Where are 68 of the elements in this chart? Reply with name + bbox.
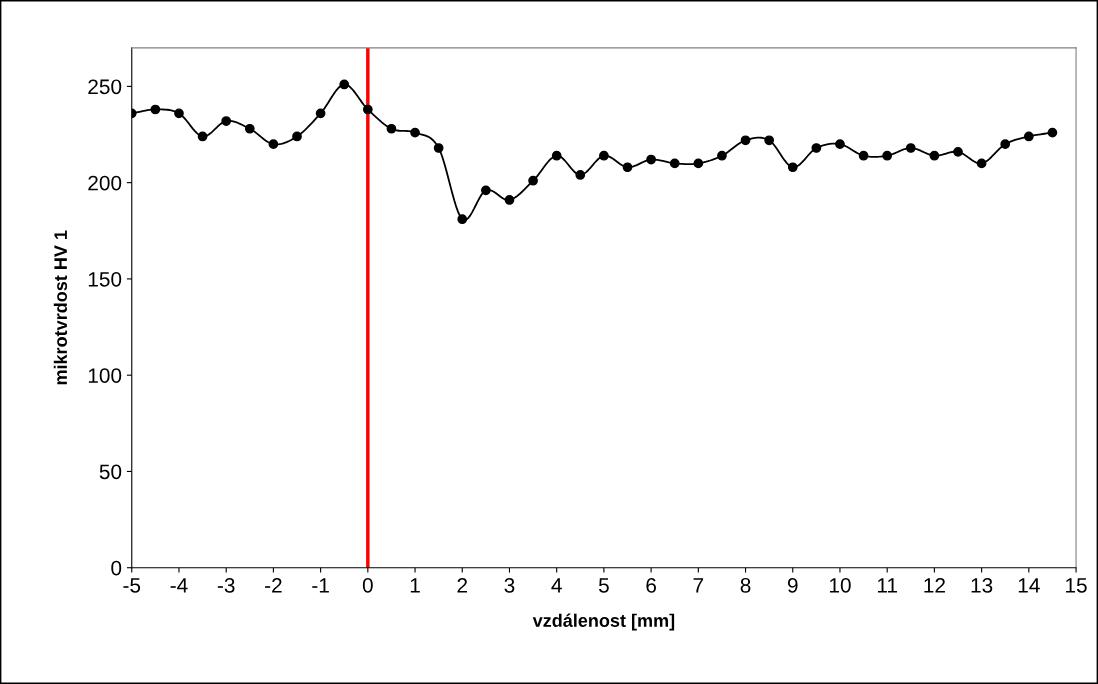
point	[953, 146, 963, 157]
point	[481, 185, 491, 196]
point	[150, 104, 161, 115]
point	[362, 104, 373, 115]
x-tick-label: -2	[265, 577, 282, 593]
point	[787, 162, 798, 173]
x-tick-label: 2	[457, 577, 468, 593]
point	[622, 162, 633, 173]
x-tick-label: -5	[123, 578, 141, 593]
point	[315, 108, 326, 119]
point	[835, 139, 845, 150]
x-tick-label: -3	[217, 577, 235, 593]
point	[433, 143, 444, 153]
point	[929, 150, 940, 161]
point	[410, 127, 420, 138]
x-axis-title: vzdálenost [mm]	[532, 613, 675, 631]
x-tick-label: 6	[646, 577, 656, 593]
point	[811, 143, 822, 153]
x-tick-label: 13	[971, 577, 993, 593]
point	[976, 158, 987, 169]
x-tick-label: -1	[312, 578, 329, 593]
x-tick-label: 12	[924, 577, 945, 593]
point	[669, 158, 680, 169]
point	[528, 175, 538, 186]
point	[244, 123, 255, 134]
y-tick-label: 200	[88, 175, 122, 191]
y-tick-label: 100	[88, 368, 122, 383]
point	[575, 170, 586, 180]
point	[504, 195, 515, 205]
x-tick-label: 11	[877, 578, 897, 593]
point	[646, 154, 656, 165]
x-tick-label: 9	[787, 577, 798, 593]
x-tick-label: 15	[1066, 578, 1087, 593]
point	[268, 139, 279, 150]
y-tick-label: 250	[88, 79, 122, 95]
x-tick-label: 10	[829, 577, 851, 593]
y-tick-label: 0	[111, 560, 122, 576]
x-tick-label: -4	[170, 578, 188, 593]
point	[292, 131, 302, 142]
x-tick-label: 8	[740, 577, 751, 593]
x-tick-label: 14	[1018, 578, 1040, 593]
y-axis-title: mikrotvrdost HV 1	[53, 230, 68, 385]
point	[1000, 139, 1011, 150]
x-tick-label: 4	[551, 578, 562, 593]
point	[551, 150, 562, 161]
point	[858, 150, 869, 161]
point	[764, 135, 775, 146]
point	[197, 131, 208, 142]
point	[339, 79, 350, 90]
point	[457, 214, 468, 225]
point	[693, 158, 704, 169]
x-tick-label: 1	[410, 578, 420, 593]
point	[1047, 127, 1058, 138]
point	[717, 150, 727, 161]
x-tick-label: 7	[693, 578, 704, 593]
point	[882, 150, 893, 161]
x-tick-label: 0	[362, 577, 373, 593]
point	[221, 116, 232, 126]
point	[1023, 131, 1034, 142]
point	[386, 123, 397, 134]
x-tick-label: 5	[598, 578, 609, 593]
point	[905, 143, 916, 153]
x-tick-label: 3	[504, 577, 515, 593]
y-tick-label: 50	[99, 464, 122, 480]
point	[599, 150, 609, 161]
y-tick-label: 150	[88, 271, 122, 287]
point	[740, 135, 751, 146]
point	[174, 108, 184, 119]
